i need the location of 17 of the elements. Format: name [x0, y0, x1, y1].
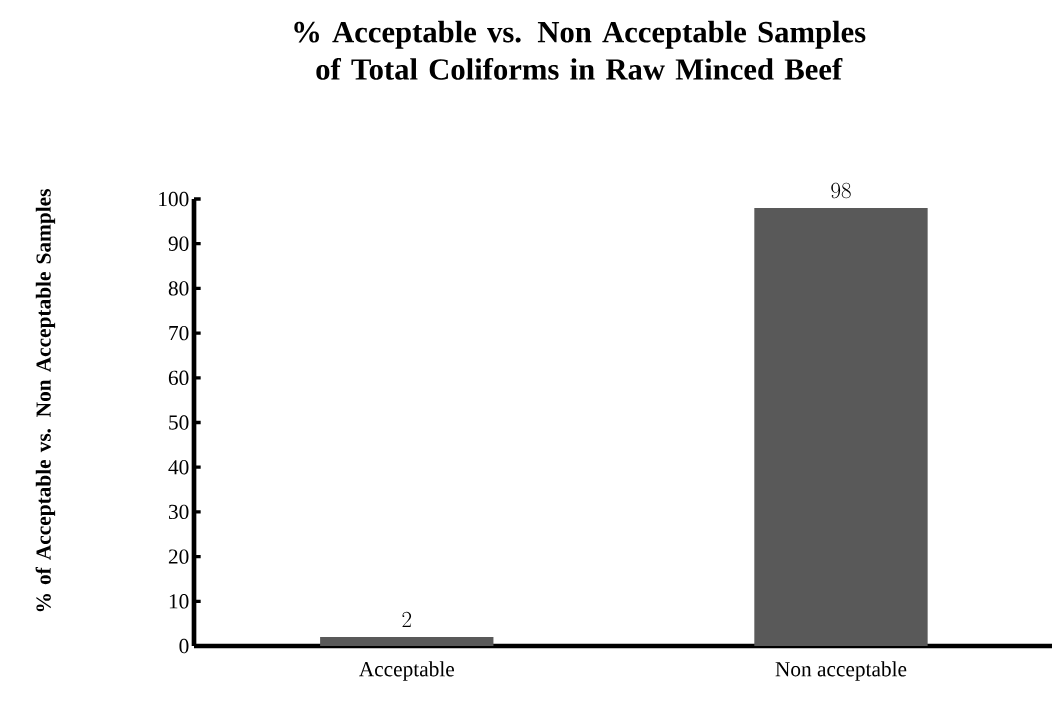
y-tick-label: 100	[159, 191, 189, 207]
y-tick-label: 10	[169, 594, 189, 609]
y-tick-label: 80	[168, 281, 189, 296]
y-tick-label: 90	[168, 236, 189, 251]
x-tick-label: Non acceptable	[775, 661, 907, 681]
y-tick-label: 60	[168, 370, 189, 385]
y-tick-label: 0	[179, 638, 189, 654]
data-label: 98	[831, 182, 851, 199]
data-label: 2	[402, 611, 412, 628]
y-tick-label: 30	[168, 504, 189, 520]
y-tick-label: 50	[169, 415, 189, 430]
y-axis-title: % of Acceptable vs. Non Acceptable Samples	[35, 189, 56, 612]
x-tick-label: Acceptable	[359, 661, 455, 681]
y-tick-label: 20	[168, 549, 189, 564]
y-tick-label: 40	[168, 460, 189, 475]
y-tick-label: 70	[169, 325, 189, 341]
chart-title: % Acceptable vs. Non Acceptable Samples of Total Coliforms in Raw Minced Beef	[294, 20, 866, 80]
